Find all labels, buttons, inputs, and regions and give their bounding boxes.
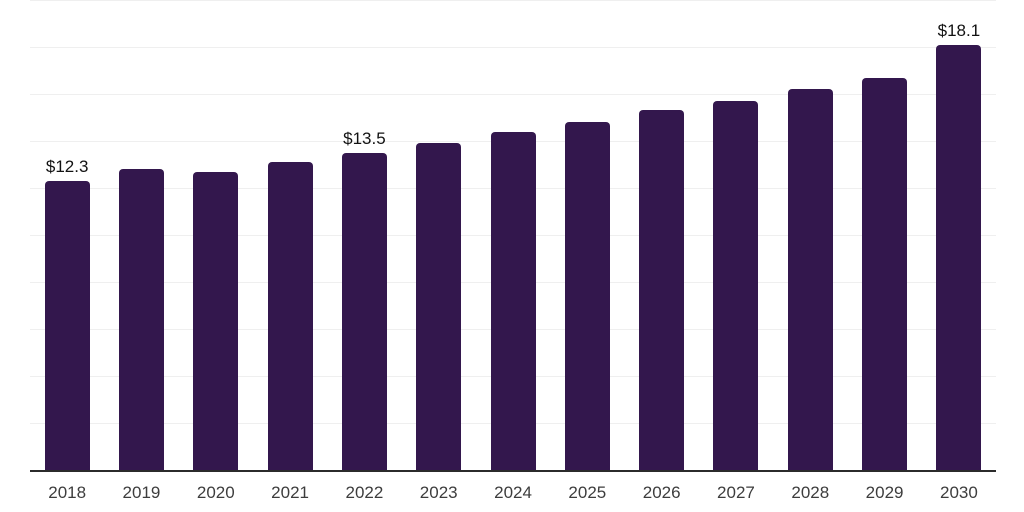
bar-value-label-2018: $12.3 — [45, 156, 89, 176]
bar-slot-2021 — [253, 0, 327, 470]
bar-series: $12.3 $13.5 $18.1 — [30, 0, 996, 470]
gridline — [30, 0, 996, 1]
x-tick-label-2026: 2026 — [642, 483, 681, 502]
bar-2020 — [193, 171, 239, 470]
bar-2023 — [416, 143, 462, 470]
x-tick-label-2018: 2018 — [48, 483, 87, 502]
x-tick-label-2023: 2023 — [419, 483, 458, 502]
bar-2027 — [713, 101, 759, 470]
x-tick-label-2025: 2025 — [568, 483, 607, 502]
bar-slot-2024 — [476, 0, 550, 470]
bar-slot-2027 — [699, 0, 773, 470]
bar-slot-2028 — [773, 0, 847, 470]
bar-slot-2018: $12.3 — [30, 0, 104, 470]
bar-2029 — [862, 77, 908, 470]
bar-value-label-2022: $13.5 — [343, 128, 386, 148]
gridline — [30, 94, 996, 95]
bar-slot-2026 — [625, 0, 699, 470]
gridline — [30, 47, 996, 48]
x-tick-label-2028: 2028 — [791, 483, 830, 502]
bar-2019 — [118, 169, 164, 470]
x-tick-label-2030: 2030 — [939, 483, 978, 502]
x-axis-line — [30, 470, 996, 472]
x-tick-label-2020: 2020 — [196, 483, 235, 502]
bar-2022 — [341, 152, 387, 470]
x-tick-label-2029: 2029 — [865, 483, 904, 502]
bar-slot-2020 — [179, 0, 253, 470]
plot-area: $12.3 $13.5 $18.1 — [30, 0, 996, 472]
bar-slot-2023 — [402, 0, 476, 470]
x-tick-label-2021: 2021 — [271, 483, 309, 502]
x-tick-label-2019: 2019 — [122, 483, 161, 502]
bar-2021 — [267, 162, 313, 470]
bar-2028 — [787, 89, 833, 470]
x-axis-tick-labels: 2018 2019 2020 2021 2022 2023 2024 2025 2026 2027… — [30, 483, 996, 503]
bar-slot-2022: $13.5 — [327, 0, 401, 470]
x-tick-label-2024: 2024 — [494, 483, 532, 502]
bar-slot-2025 — [550, 0, 624, 470]
bar-slot-2029 — [847, 0, 921, 470]
bar-2024 — [490, 131, 536, 470]
bar-2025 — [564, 122, 610, 470]
x-tick-label-2027: 2027 — [717, 483, 755, 502]
bar-2030 — [936, 44, 982, 470]
bar-2018 — [44, 180, 90, 470]
x-tick-label-2022: 2022 — [345, 483, 384, 502]
bar-slot-2030: $18.1 — [922, 0, 996, 470]
bar-slot-2019 — [104, 0, 178, 470]
bar-2026 — [639, 110, 685, 470]
bar-value-label-2030: $18.1 — [937, 20, 981, 40]
